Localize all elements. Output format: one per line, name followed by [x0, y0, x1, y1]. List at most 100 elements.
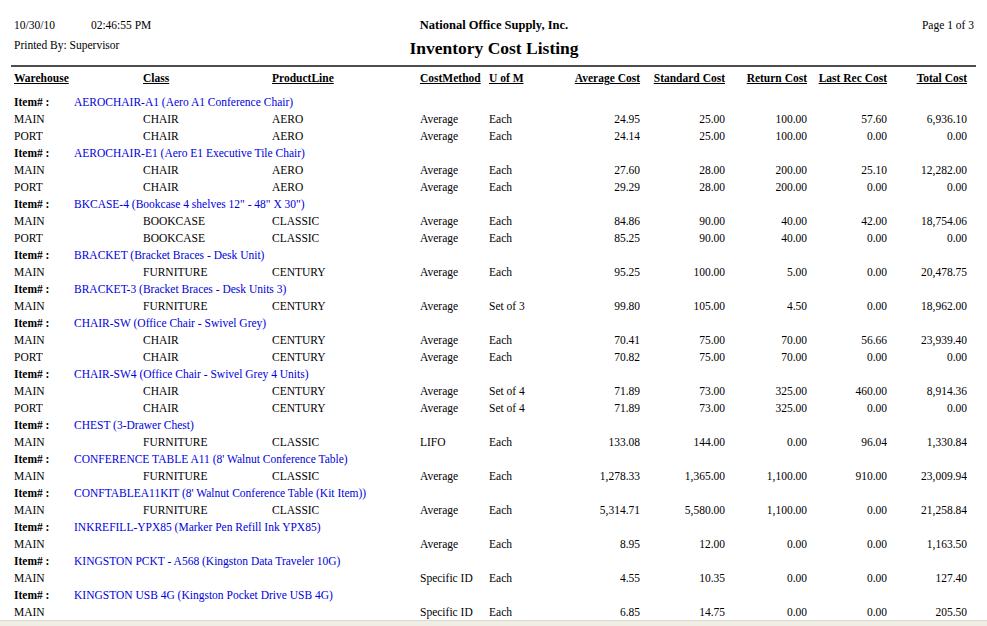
item-number-label: Item# : — [14, 247, 74, 264]
cell-average-cost: 4.55 — [555, 570, 640, 587]
item-number-label: Item# : — [14, 587, 74, 604]
item-name-link[interactable]: BKCASE-4 (Bookcase 4 shelves 12" - 48" X… — [74, 198, 305, 210]
item-name-link[interactable]: CHEST (3-Drawer Chest) — [74, 419, 194, 431]
cell-class: CHAIR — [143, 128, 272, 145]
cell-standard-cost: 73.00 — [640, 400, 725, 417]
cell-class — [143, 536, 272, 553]
cell-total-cost: 20,478.75 — [887, 264, 967, 281]
cell-average-cost: 27.60 — [555, 162, 640, 179]
cell-cost-method: Average — [420, 264, 489, 281]
cell-product-line: AERO — [272, 179, 420, 196]
cell-class: CHAIR — [143, 383, 272, 400]
cell-cost-method: Average — [420, 128, 489, 145]
cell-product-line: CENTURY — [272, 298, 420, 315]
cell-last-rec-cost: 0.00 — [807, 604, 887, 621]
column-header-total-cost: Total Cost — [887, 67, 967, 94]
cell-total-cost: 1,330.84 — [887, 434, 967, 451]
item-name-link[interactable]: CHAIR-SW (Office Chair - Swivel Grey) — [74, 317, 266, 329]
item-name-link[interactable]: AEROCHAIR-A1 (Aero A1 Conference Chair) — [74, 96, 293, 108]
cell-average-cost: 8.95 — [555, 536, 640, 553]
cell-standard-cost: 75.00 — [640, 332, 725, 349]
cell-uom: Each — [489, 213, 555, 230]
cell-last-rec-cost: 0.00 — [807, 179, 887, 196]
cell-return-cost: 200.00 — [725, 162, 807, 179]
cell-total-cost: 23,939.40 — [887, 332, 967, 349]
item-name-link[interactable]: CHAIR-SW4 (Office Chair - Swivel Grey 4 … — [74, 368, 309, 380]
item-name-link[interactable]: INKREFILL-YPX85 (Marker Pen Refill Ink Y… — [74, 521, 320, 533]
cell-warehouse: MAIN — [14, 434, 143, 451]
cell-cost-method: Average — [420, 162, 489, 179]
cell-average-cost: 29.29 — [555, 179, 640, 196]
cell-product-line: AERO — [272, 162, 420, 179]
item-row: Item# :KINGSTON USB 4G (Kingston Pocket … — [14, 587, 967, 604]
item-name-link[interactable]: BRACKET-3 (Bracket Braces - Desk Units 3… — [74, 283, 286, 295]
cell-average-cost: 24.14 — [555, 128, 640, 145]
cell-return-cost: 325.00 — [725, 400, 807, 417]
item-number-label: Item# : — [14, 451, 74, 468]
cell-cost-method: Average — [420, 349, 489, 366]
cell-total-cost: 18,962.00 — [887, 298, 967, 315]
cell-uom: Each — [489, 128, 555, 145]
cell-average-cost: 70.82 — [555, 349, 640, 366]
cell-last-rec-cost: 0.00 — [807, 536, 887, 553]
cell-standard-cost: 14.75 — [640, 604, 725, 621]
cell-average-cost: 99.80 — [555, 298, 640, 315]
cell-cost-method: Average — [420, 213, 489, 230]
report-page: 10/30/10 02:46:55 PM Printed By: Supervi… — [0, 0, 987, 626]
cell-uom: Each — [489, 162, 555, 179]
cell-last-rec-cost: 910.00 — [807, 468, 887, 485]
report-header: 10/30/10 02:46:55 PM Printed By: Supervi… — [0, 0, 987, 58]
item-number-label: Item# : — [14, 519, 74, 536]
item-row: Item# :AEROCHAIR-A1 (Aero A1 Conference … — [14, 94, 967, 111]
cell-total-cost: 23,009.94 — [887, 468, 967, 485]
cell-return-cost: 200.00 — [725, 179, 807, 196]
inventory-table: Warehouse Class ProductLine CostMethod U… — [0, 67, 987, 621]
column-header-costmethod: CostMethod — [420, 67, 489, 94]
cell-cost-method: Average — [420, 111, 489, 128]
cell-standard-cost: 90.00 — [640, 213, 725, 230]
cell-product-line: CENTURY — [272, 332, 420, 349]
report-title: Inventory Cost Listing — [299, 38, 689, 58]
cell-return-cost: 5.00 — [725, 264, 807, 281]
cell-average-cost: 84.86 — [555, 213, 640, 230]
item-name-link[interactable]: AEROCHAIR-E1 (Aero E1 Executive Tile Cha… — [74, 147, 305, 159]
cell-total-cost: 0.00 — [887, 230, 967, 247]
item-row: Item# :CHAIR-SW4 (Office Chair - Swivel … — [14, 366, 967, 383]
cell-product-line: CENTURY — [272, 264, 420, 281]
cell-return-cost: 40.00 — [725, 213, 807, 230]
cell-last-rec-cost: 0.00 — [807, 400, 887, 417]
cell-class: BOOKCASE — [143, 213, 272, 230]
cell-class: CHAIR — [143, 179, 272, 196]
cell-uom: Each — [489, 179, 555, 196]
cell-return-cost: 0.00 — [725, 434, 807, 451]
cell-product-line — [272, 536, 420, 553]
cell-warehouse: MAIN — [14, 536, 143, 553]
cell-class: CHAIR — [143, 111, 272, 128]
item-name-link[interactable]: CONFTABLEA11KIT (8' Walnut Conference Ta… — [74, 487, 366, 499]
item-number-label: Item# : — [14, 485, 74, 502]
item-name-link[interactable]: CONFERENCE TABLE A11 (8' Walnut Conferen… — [74, 453, 348, 465]
item-name-link[interactable]: KINGSTON PCKT - A568 (Kingston Data Trav… — [74, 555, 340, 567]
cell-total-cost: 0.00 — [887, 128, 967, 145]
item-name-link[interactable]: KINGSTON USB 4G (Kingston Pocket Drive U… — [74, 589, 333, 601]
column-header-warehouse: Warehouse — [14, 67, 143, 94]
cell-standard-cost: 90.00 — [640, 230, 725, 247]
item-name-link[interactable]: BRACKET (Bracket Braces - Desk Unit) — [74, 249, 264, 261]
cell-average-cost: 5,314.71 — [555, 502, 640, 519]
item-row: Item# :KINGSTON PCKT - A568 (Kingston Da… — [14, 553, 967, 570]
cell-warehouse: MAIN — [14, 264, 143, 281]
cell-class: CHAIR — [143, 332, 272, 349]
item-row: Item# :INKREFILL-YPX85 (Marker Pen Refil… — [14, 519, 967, 536]
cell-uom: Each — [489, 570, 555, 587]
cell-return-cost: 4.50 — [725, 298, 807, 315]
cell-product-line — [272, 570, 420, 587]
cell-product-line: CLASSIC — [272, 213, 420, 230]
cell-last-rec-cost: 0.00 — [807, 502, 887, 519]
column-header-uofm: U of M — [489, 67, 555, 94]
cell-warehouse: MAIN — [14, 111, 143, 128]
cell-return-cost: 70.00 — [725, 349, 807, 366]
cell-standard-cost: 105.00 — [640, 298, 725, 315]
cell-return-cost: 325.00 — [725, 383, 807, 400]
cell-cost-method: Average — [420, 179, 489, 196]
cell-class: FURNITURE — [143, 468, 272, 485]
